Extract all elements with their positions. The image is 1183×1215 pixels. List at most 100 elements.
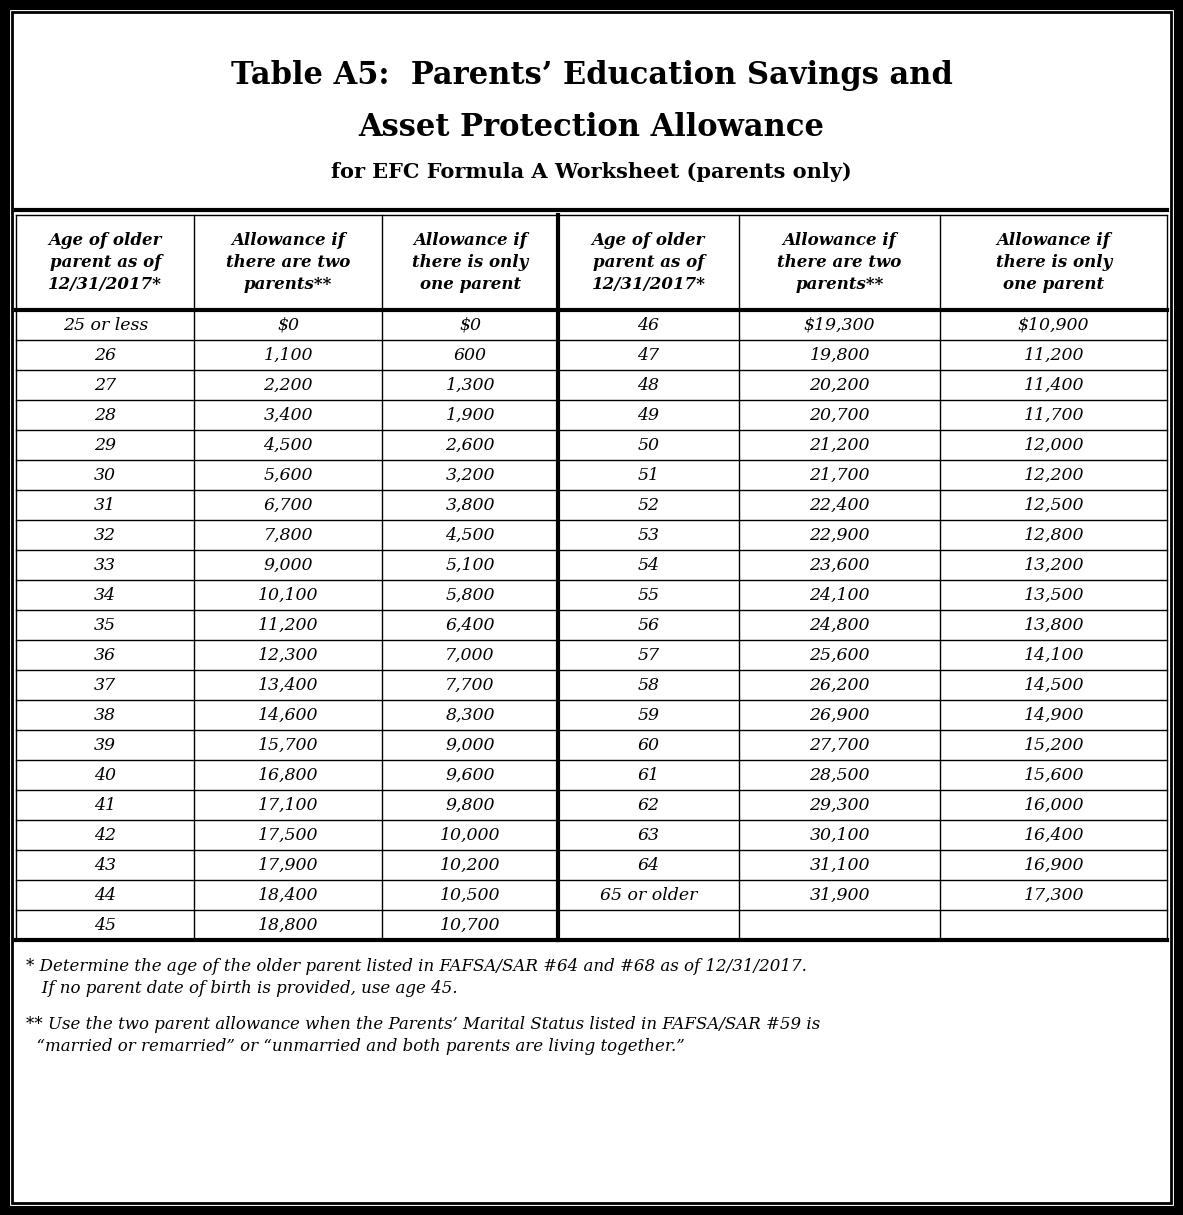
Text: 50: 50 bbox=[638, 436, 659, 453]
Text: ** Use the two parent allowance when the Parents’ Marital Status listed in FAFSA: ** Use the two parent allowance when the… bbox=[26, 1016, 820, 1033]
Text: 26: 26 bbox=[95, 346, 116, 363]
Text: 4,500: 4,500 bbox=[264, 436, 313, 453]
Text: 6,700: 6,700 bbox=[264, 497, 313, 514]
Text: 17,300: 17,300 bbox=[1023, 887, 1084, 904]
Text: 2,200: 2,200 bbox=[264, 377, 313, 394]
Text: 21,700: 21,700 bbox=[809, 467, 870, 484]
Text: Allowance if
there are two
parents**: Allowance if there are two parents** bbox=[226, 232, 350, 293]
Text: 49: 49 bbox=[638, 407, 659, 424]
Text: for EFC Formula A Worksheet (parents only): for EFC Formula A Worksheet (parents onl… bbox=[331, 162, 852, 182]
Text: 14,900: 14,900 bbox=[1023, 706, 1084, 723]
Text: $10,900: $10,900 bbox=[1017, 316, 1090, 333]
Text: 42: 42 bbox=[95, 826, 116, 843]
Text: $0: $0 bbox=[277, 316, 299, 333]
Text: 17,900: 17,900 bbox=[258, 857, 318, 874]
Text: 52: 52 bbox=[638, 497, 659, 514]
Text: 25 or less: 25 or less bbox=[63, 316, 148, 333]
Text: 21,200: 21,200 bbox=[809, 436, 870, 453]
Text: 18,400: 18,400 bbox=[258, 887, 318, 904]
Text: 58: 58 bbox=[638, 677, 659, 694]
Text: 15,700: 15,700 bbox=[258, 736, 318, 753]
Text: 11,200: 11,200 bbox=[1023, 346, 1084, 363]
Text: 9,000: 9,000 bbox=[264, 556, 313, 573]
Text: 48: 48 bbox=[638, 377, 659, 394]
Text: 36: 36 bbox=[95, 646, 116, 663]
Text: 17,500: 17,500 bbox=[258, 826, 318, 843]
Text: 53: 53 bbox=[638, 526, 659, 543]
Text: 24,800: 24,800 bbox=[809, 616, 870, 633]
Text: 15,200: 15,200 bbox=[1023, 736, 1084, 753]
Text: 15,600: 15,600 bbox=[1023, 767, 1084, 784]
Text: 2,600: 2,600 bbox=[445, 436, 494, 453]
Text: 13,400: 13,400 bbox=[258, 677, 318, 694]
Text: 4,500: 4,500 bbox=[445, 526, 494, 543]
Text: 13,800: 13,800 bbox=[1023, 616, 1084, 633]
Text: 8,300: 8,300 bbox=[445, 706, 494, 723]
Text: 10,200: 10,200 bbox=[440, 857, 500, 874]
Text: 30,100: 30,100 bbox=[809, 826, 870, 843]
Text: 14,500: 14,500 bbox=[1023, 677, 1084, 694]
Text: 45: 45 bbox=[95, 916, 116, 933]
Text: 9,000: 9,000 bbox=[445, 736, 494, 753]
Text: If no parent date of birth is provided, use age 45.: If no parent date of birth is provided, … bbox=[26, 981, 458, 998]
Text: 63: 63 bbox=[638, 826, 659, 843]
Text: 61: 61 bbox=[638, 767, 659, 784]
Text: 30: 30 bbox=[95, 467, 116, 484]
Text: 60: 60 bbox=[638, 736, 659, 753]
Text: 600: 600 bbox=[453, 346, 486, 363]
Text: 7,000: 7,000 bbox=[445, 646, 494, 663]
Text: 29,300: 29,300 bbox=[809, 797, 870, 814]
Text: Allowance if
there is only
one parent: Allowance if there is only one parent bbox=[412, 232, 528, 293]
Text: Age of older
parent as of
12/31/2017*: Age of older parent as of 12/31/2017* bbox=[592, 232, 705, 293]
Text: 22,900: 22,900 bbox=[809, 526, 870, 543]
Text: 31,900: 31,900 bbox=[809, 887, 870, 904]
Text: Allowance if
there are two
parents**: Allowance if there are two parents** bbox=[777, 232, 901, 293]
Text: 1,100: 1,100 bbox=[264, 346, 313, 363]
Text: 14,600: 14,600 bbox=[258, 706, 318, 723]
Text: * Determine the age of the older parent listed in FAFSA/SAR #64 and #68 as of 12: * Determine the age of the older parent … bbox=[26, 957, 807, 974]
Text: 44: 44 bbox=[95, 887, 116, 904]
Text: 10,100: 10,100 bbox=[258, 587, 318, 604]
Text: 7,700: 7,700 bbox=[445, 677, 494, 694]
Text: 55: 55 bbox=[638, 587, 659, 604]
Text: 29: 29 bbox=[95, 436, 116, 453]
Text: 16,900: 16,900 bbox=[1023, 857, 1084, 874]
Text: 16,400: 16,400 bbox=[1023, 826, 1084, 843]
Text: 5,800: 5,800 bbox=[445, 587, 494, 604]
Text: 33: 33 bbox=[95, 556, 116, 573]
Text: Table A5:  Parents’ Education Savings and: Table A5: Parents’ Education Savings and bbox=[231, 60, 952, 91]
Text: 12,500: 12,500 bbox=[1023, 497, 1084, 514]
Text: 18,800: 18,800 bbox=[258, 916, 318, 933]
Text: 11,200: 11,200 bbox=[258, 616, 318, 633]
Text: $0: $0 bbox=[459, 316, 481, 333]
Text: 23,600: 23,600 bbox=[809, 556, 870, 573]
Text: 10,500: 10,500 bbox=[440, 887, 500, 904]
Text: 16,000: 16,000 bbox=[1023, 797, 1084, 814]
Text: 64: 64 bbox=[638, 857, 659, 874]
Text: 56: 56 bbox=[638, 616, 659, 633]
Text: 40: 40 bbox=[95, 767, 116, 784]
Text: 5,600: 5,600 bbox=[264, 467, 313, 484]
Text: 37: 37 bbox=[95, 677, 116, 694]
Text: 20,200: 20,200 bbox=[809, 377, 870, 394]
Text: 3,200: 3,200 bbox=[445, 467, 494, 484]
Text: 1,300: 1,300 bbox=[445, 377, 494, 394]
Text: 38: 38 bbox=[95, 706, 116, 723]
Text: Age of older
parent as of
12/31/2017*: Age of older parent as of 12/31/2017* bbox=[49, 232, 162, 293]
Text: 17,100: 17,100 bbox=[258, 797, 318, 814]
Text: Allowance if
there is only
one parent: Allowance if there is only one parent bbox=[996, 232, 1112, 293]
Text: 54: 54 bbox=[638, 556, 659, 573]
Text: 12,800: 12,800 bbox=[1023, 526, 1084, 543]
Text: 1,900: 1,900 bbox=[445, 407, 494, 424]
Text: 14,100: 14,100 bbox=[1023, 646, 1084, 663]
Text: 31: 31 bbox=[95, 497, 116, 514]
Text: 25,600: 25,600 bbox=[809, 646, 870, 663]
Text: 26,200: 26,200 bbox=[809, 677, 870, 694]
Text: Asset Protection Allowance: Asset Protection Allowance bbox=[358, 112, 825, 143]
Text: 19,800: 19,800 bbox=[809, 346, 870, 363]
Text: “married or remarried” or “unmarried and both parents are living together.”: “married or remarried” or “unmarried and… bbox=[26, 1038, 685, 1055]
Text: 11,700: 11,700 bbox=[1023, 407, 1084, 424]
Text: 9,800: 9,800 bbox=[445, 797, 494, 814]
Text: 3,800: 3,800 bbox=[445, 497, 494, 514]
Text: 6,400: 6,400 bbox=[445, 616, 494, 633]
